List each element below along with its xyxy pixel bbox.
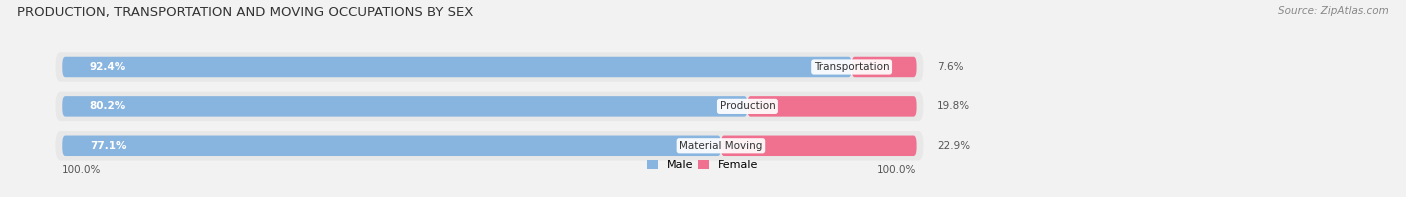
Text: 80.2%: 80.2% <box>90 101 127 111</box>
Text: 77.1%: 77.1% <box>90 141 127 151</box>
Text: 92.4%: 92.4% <box>90 62 127 72</box>
Text: 100.0%: 100.0% <box>62 165 101 175</box>
FancyBboxPatch shape <box>62 96 748 117</box>
Text: 7.6%: 7.6% <box>938 62 963 72</box>
Legend: Male, Female: Male, Female <box>647 160 759 170</box>
FancyBboxPatch shape <box>62 136 721 156</box>
FancyBboxPatch shape <box>55 131 924 161</box>
FancyBboxPatch shape <box>852 57 917 77</box>
Text: 22.9%: 22.9% <box>938 141 970 151</box>
Text: Transportation: Transportation <box>814 62 890 72</box>
FancyBboxPatch shape <box>55 92 924 121</box>
FancyBboxPatch shape <box>55 52 924 82</box>
FancyBboxPatch shape <box>62 57 852 77</box>
Text: PRODUCTION, TRANSPORTATION AND MOVING OCCUPATIONS BY SEX: PRODUCTION, TRANSPORTATION AND MOVING OC… <box>17 6 474 19</box>
FancyBboxPatch shape <box>748 96 917 117</box>
Text: 100.0%: 100.0% <box>877 165 917 175</box>
Text: Source: ZipAtlas.com: Source: ZipAtlas.com <box>1278 6 1389 16</box>
Text: Production: Production <box>720 101 775 111</box>
FancyBboxPatch shape <box>721 136 917 156</box>
Text: 19.8%: 19.8% <box>938 101 970 111</box>
Text: Material Moving: Material Moving <box>679 141 762 151</box>
